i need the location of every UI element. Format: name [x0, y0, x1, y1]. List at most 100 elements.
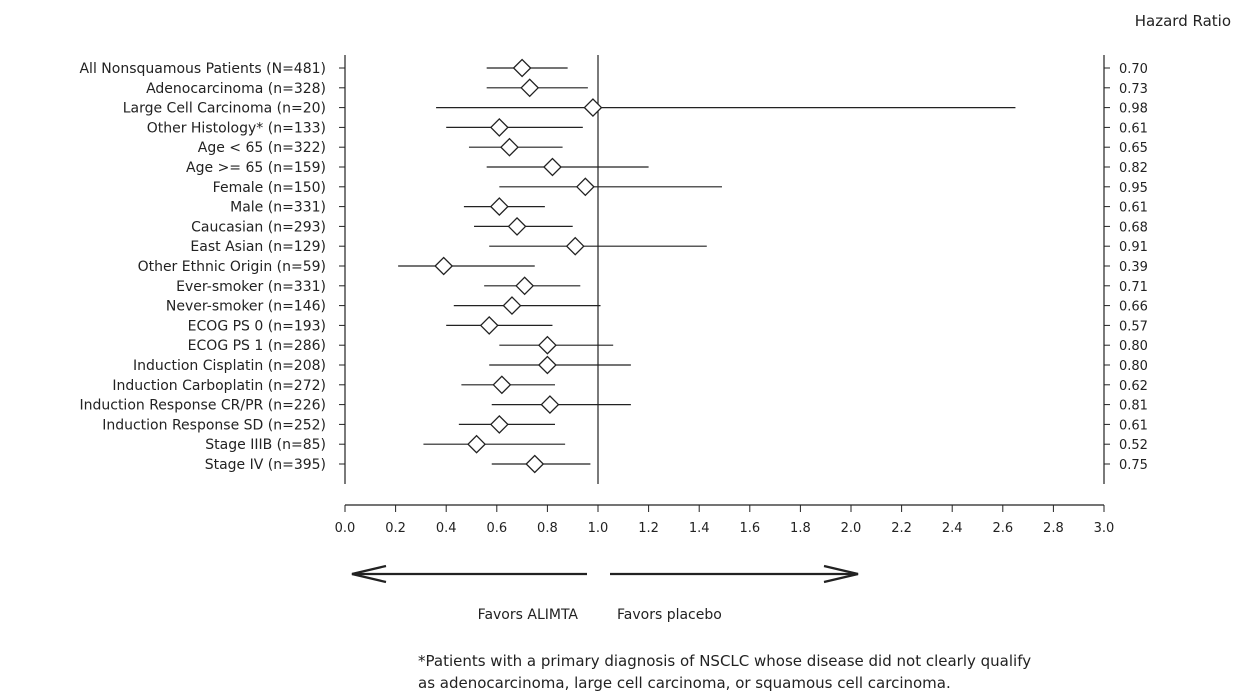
- x-tick-label: 2.2: [891, 521, 912, 536]
- favors-arrows: Favors ALIMTA Favors placebo: [351, 564, 859, 623]
- row-label: Large Cell Carcinoma (n=20): [123, 101, 326, 117]
- hr-diamond-marker: [575, 177, 595, 197]
- favors-placebo-label: Favors placebo: [617, 607, 722, 623]
- hr-value: 0.75: [1119, 458, 1148, 473]
- hr-value: 0.61: [1119, 121, 1148, 136]
- forest-row: Adenocarcinoma (n=328) 0.73: [146, 78, 1148, 98]
- hr-diamond-marker: [489, 197, 509, 217]
- hr-value: 0.73: [1119, 82, 1148, 97]
- x-tick-label: 1.4: [689, 521, 710, 536]
- hr-diamond-marker: [525, 454, 545, 474]
- x-tick-label: 1.0: [588, 521, 609, 536]
- right-arrowhead: [823, 564, 859, 584]
- hr-value: 0.66: [1119, 300, 1148, 315]
- forest-row: All Nonsquamous Patients (N=481) 0.70: [79, 58, 1148, 78]
- hr-value: 0.61: [1119, 201, 1148, 216]
- row-label: Induction Response CR/PR (n=226): [79, 398, 326, 414]
- forest-row: Male (n=331) 0.61: [230, 197, 1148, 217]
- footnote-line-2: as adenocarcinoma, large cell carcinoma,…: [418, 674, 951, 692]
- hr-diamond-marker: [500, 137, 519, 157]
- forest-row: Induction Response SD (n=252) 0.61: [102, 414, 1148, 434]
- row-label: Female (n=150): [213, 180, 326, 196]
- hr-diamond-marker: [515, 276, 535, 296]
- hr-diamond-marker: [434, 256, 454, 276]
- x-tick-label: 0.8: [537, 521, 558, 536]
- hr-diamond-marker: [537, 355, 557, 375]
- forest-row: ECOG PS 1 (n=286) 0.80: [188, 335, 1148, 355]
- forest-row: Age >= 65 (n=159) 0.82: [186, 157, 1148, 177]
- forest-row: Induction Carboplatin (n=272) 0.62: [112, 375, 1148, 395]
- row-label: Other Histology* (n=133): [147, 120, 326, 136]
- hr-diamond-marker: [489, 117, 509, 137]
- hr-value: 0.68: [1119, 220, 1148, 235]
- x-tick-label: 2.6: [992, 521, 1013, 536]
- forest-row: Ever-smoker (n=331) 0.71: [176, 276, 1148, 296]
- row-label: Ever-smoker (n=331): [176, 279, 326, 295]
- hr-diamond-marker: [565, 236, 585, 256]
- left-arrowhead: [351, 564, 387, 584]
- hr-value: 0.98: [1119, 102, 1148, 117]
- forest-row: Induction Response CR/PR (n=226) 0.81: [79, 395, 1148, 415]
- hr-value: 0.62: [1119, 379, 1148, 394]
- hr-diamond-marker: [467, 434, 486, 454]
- hr-value: 0.70: [1119, 62, 1148, 77]
- x-tick-label: 0.4: [436, 521, 457, 536]
- favors-alimta-label: Favors ALIMTA: [478, 607, 579, 623]
- footnote-line-1: *Patients with a primary diagnosis of NS…: [418, 652, 1032, 670]
- row-label: Never-smoker (n=146): [166, 299, 326, 315]
- row-label: Adenocarcinoma (n=328): [146, 81, 326, 97]
- hr-diamond-marker: [543, 157, 562, 177]
- hr-value: 0.80: [1119, 339, 1148, 354]
- row-label: Male (n=331): [230, 200, 326, 216]
- row-label: All Nonsquamous Patients (N=481): [79, 61, 326, 77]
- hr-value: 0.61: [1119, 418, 1148, 433]
- footnote: *Patients with a primary diagnosis of NS…: [418, 650, 1218, 694]
- hr-value: 0.71: [1119, 280, 1148, 295]
- forest-row: Age < 65 (n=322) 0.65: [198, 137, 1148, 157]
- row-label: Induction Carboplatin (n=272): [112, 378, 326, 394]
- forest-row: Large Cell Carcinoma (n=20) 0.98: [123, 98, 1148, 118]
- x-tick-label: 0.2: [385, 521, 406, 536]
- x-tick-label: 1.6: [739, 521, 760, 536]
- row-label: ECOG PS 1 (n=286): [188, 338, 326, 354]
- hr-diamond-marker: [537, 335, 557, 355]
- axes: 0.0 0.2 0.4 0.6 0.8 1.0 1.2 1.4 1.6 1.8 2.0 2.2 2.4 2…: [335, 55, 1114, 536]
- hr-diamond-marker: [479, 315, 499, 335]
- row-label: Induction Cisplatin (n=208): [133, 358, 326, 374]
- forest-row: ECOG PS 0 (n=193) 0.57: [188, 315, 1148, 335]
- forest-row: Induction Cisplatin (n=208) 0.80: [133, 355, 1148, 375]
- row-label: Age < 65 (n=322): [198, 140, 326, 156]
- hr-value: 0.52: [1119, 438, 1148, 453]
- x-tick-label: 1.8: [790, 521, 811, 536]
- hr-diamond-marker: [502, 296, 522, 316]
- hr-diamond-marker: [520, 78, 540, 98]
- row-label: ECOG PS 0 (n=193): [188, 318, 326, 334]
- hr-value: 0.57: [1119, 319, 1148, 334]
- hr-value: 0.81: [1119, 399, 1148, 414]
- x-tick-label: 1.2: [638, 521, 659, 536]
- x-tick-label: 2.4: [942, 521, 963, 536]
- forest-row: East Asian (n=129) 0.91: [190, 236, 1148, 256]
- hr-diamond-marker: [507, 216, 527, 236]
- row-label: Stage IV (n=395): [205, 457, 326, 473]
- forest-row: Caucasian (n=293) 0.68: [191, 216, 1148, 236]
- x-tick-label: 2.0: [841, 521, 862, 536]
- forest-row: Other Histology* (n=133) 0.61: [147, 117, 1148, 137]
- hr-value: 0.95: [1119, 181, 1148, 196]
- x-tick-label: 0.0: [335, 521, 356, 536]
- hr-diamond-marker: [512, 58, 532, 78]
- hr-value: 0.39: [1119, 260, 1148, 275]
- hr-value: 0.82: [1119, 161, 1148, 176]
- forest-rows: All Nonsquamous Patients (N=481) 0.70Aden…: [79, 58, 1148, 474]
- hr-diamond-marker: [492, 375, 512, 395]
- forest-plot: Hazard Ratio 0.0 0.2 0.4 0.6 0.8 1.0 1.2 1.4 1.6…: [79, 12, 1231, 623]
- row-label: Other Ethnic Origin (n=59): [138, 259, 326, 275]
- row-label: Caucasian (n=293): [191, 219, 326, 235]
- row-label: East Asian (n=129): [190, 239, 326, 255]
- forest-row: Female (n=150) 0.95: [213, 177, 1148, 197]
- row-label: Stage IIIB (n=85): [205, 437, 326, 453]
- hazard-ratio-header: Hazard Ratio: [1135, 12, 1231, 30]
- forest-row: Stage IIIB (n=85) 0.52: [205, 434, 1148, 454]
- forest-row: Never-smoker (n=146) 0.66: [166, 296, 1148, 316]
- x-tick-label: 0.6: [486, 521, 507, 536]
